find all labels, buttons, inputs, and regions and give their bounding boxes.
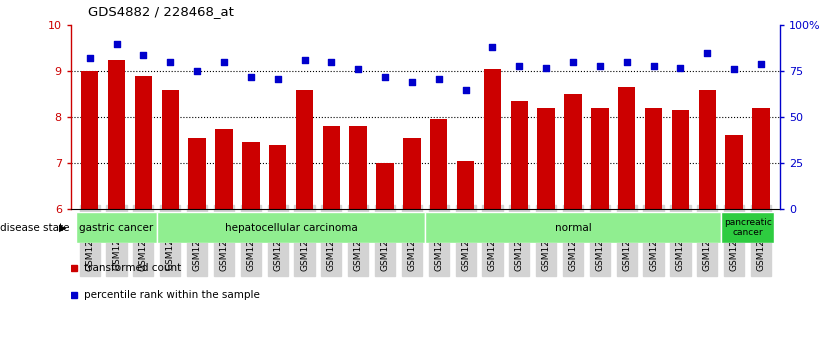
Bar bbox=[591, 108, 609, 209]
Bar bbox=[403, 138, 420, 209]
Point bbox=[271, 76, 284, 81]
Point bbox=[754, 61, 767, 67]
Bar bbox=[376, 163, 394, 209]
Point bbox=[218, 59, 231, 65]
Bar bbox=[726, 135, 743, 209]
Point bbox=[137, 52, 150, 58]
Bar bbox=[162, 90, 179, 209]
Bar bbox=[565, 94, 582, 209]
Bar bbox=[510, 101, 528, 209]
Bar bbox=[76, 212, 157, 243]
Text: percentile rank within the sample: percentile rank within the sample bbox=[84, 290, 260, 300]
Point bbox=[620, 59, 633, 65]
Point bbox=[674, 65, 687, 70]
Bar bbox=[108, 60, 125, 209]
Bar bbox=[215, 129, 233, 209]
Point bbox=[244, 74, 258, 79]
Point bbox=[190, 68, 203, 74]
Point bbox=[485, 45, 499, 50]
Text: normal: normal bbox=[555, 223, 591, 233]
Text: gastric cancer: gastric cancer bbox=[79, 223, 153, 233]
Bar bbox=[721, 212, 775, 243]
Point bbox=[459, 87, 472, 93]
Bar bbox=[425, 212, 721, 243]
Point bbox=[566, 59, 580, 65]
Point bbox=[352, 66, 365, 72]
Point bbox=[513, 63, 526, 69]
Bar bbox=[242, 142, 259, 209]
Bar bbox=[457, 160, 475, 209]
Point bbox=[405, 79, 419, 85]
Point bbox=[701, 50, 714, 56]
Bar bbox=[134, 76, 152, 209]
Bar bbox=[323, 126, 340, 209]
Point bbox=[163, 59, 177, 65]
Point bbox=[647, 63, 661, 69]
Point bbox=[83, 56, 97, 61]
Text: GDS4882 / 228468_at: GDS4882 / 228468_at bbox=[88, 5, 234, 18]
Bar bbox=[618, 87, 636, 209]
Bar bbox=[296, 90, 314, 209]
Bar bbox=[699, 90, 716, 209]
Text: transformed count: transformed count bbox=[84, 263, 182, 273]
Bar bbox=[752, 108, 770, 209]
Text: ▶: ▶ bbox=[59, 223, 67, 233]
Bar bbox=[188, 138, 206, 209]
Point bbox=[593, 63, 606, 69]
Bar bbox=[537, 108, 555, 209]
Bar bbox=[484, 69, 501, 209]
Bar bbox=[349, 126, 367, 209]
Text: pancreatic
cancer: pancreatic cancer bbox=[724, 218, 771, 237]
Bar bbox=[430, 119, 448, 209]
Bar bbox=[671, 110, 689, 209]
Point bbox=[540, 65, 553, 70]
Text: disease state: disease state bbox=[0, 223, 69, 233]
Bar bbox=[269, 144, 286, 209]
Text: hepatocellular carcinoma: hepatocellular carcinoma bbox=[224, 223, 358, 233]
Bar bbox=[645, 108, 662, 209]
Point bbox=[324, 59, 338, 65]
Point bbox=[298, 57, 311, 63]
Point bbox=[432, 76, 445, 81]
Bar bbox=[81, 71, 98, 209]
Point bbox=[379, 74, 392, 79]
Point bbox=[727, 66, 741, 72]
Bar bbox=[157, 212, 425, 243]
Point bbox=[110, 41, 123, 46]
